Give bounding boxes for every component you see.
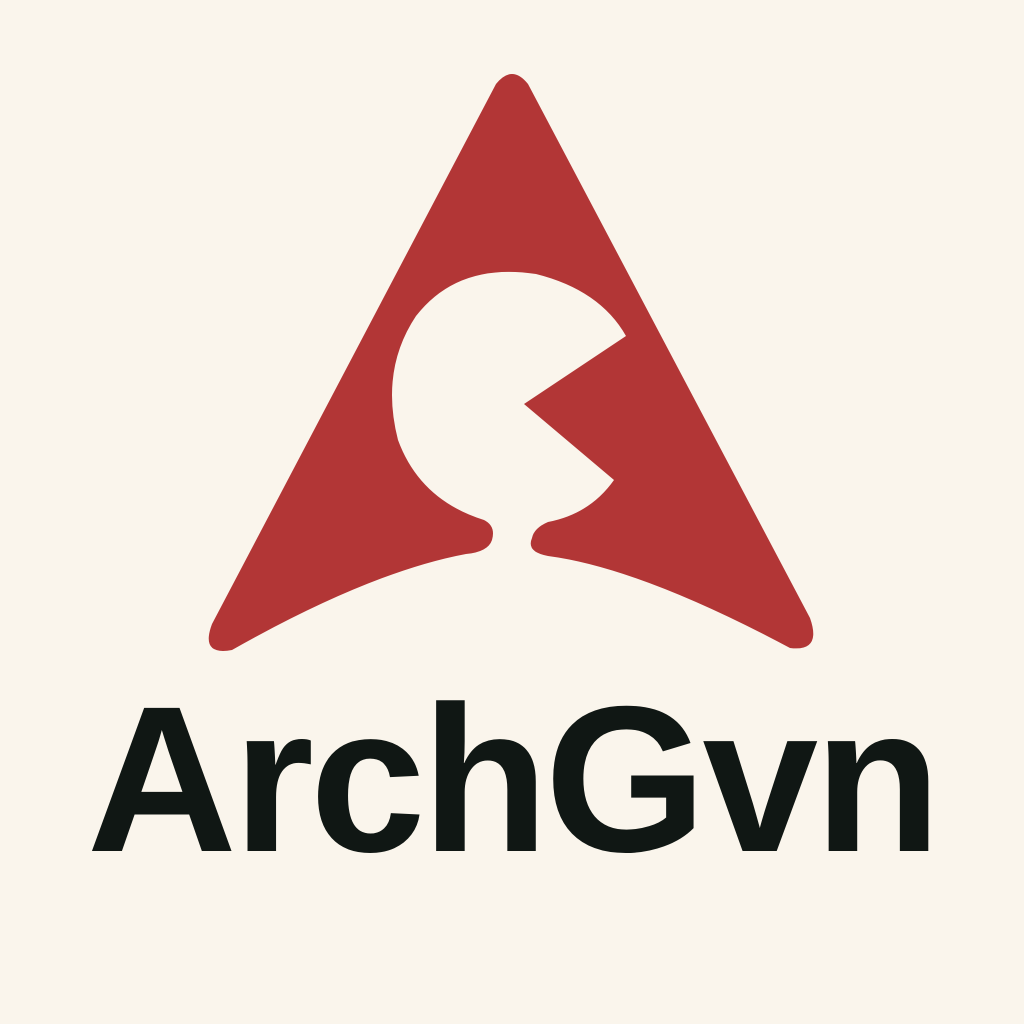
red-triangle-shape bbox=[208, 74, 814, 651]
brand-wordmark: ArchGvn bbox=[86, 664, 941, 896]
triangle-logo-icon bbox=[208, 74, 814, 651]
